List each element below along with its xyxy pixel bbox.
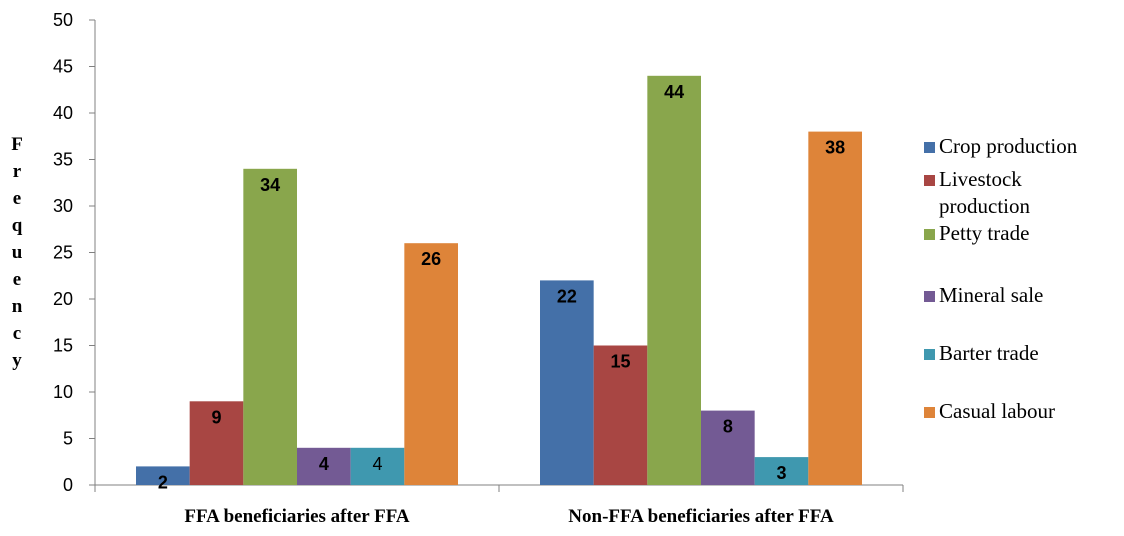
data-label: 26 [421, 249, 441, 269]
y-axis-label-letter: c [13, 323, 21, 344]
y-axis-label-letter: u [12, 242, 23, 263]
legend-label: Casual labour [939, 399, 1055, 423]
data-label: 3 [776, 463, 786, 483]
y-tick-label: 10 [53, 382, 73, 402]
bar [808, 131, 862, 485]
legend-label: Barter trade [939, 341, 1039, 365]
legend-swatch [924, 175, 935, 186]
legend-label: Petty trade [939, 221, 1029, 245]
y-tick-label: 5 [63, 429, 73, 449]
y-tick-label: 20 [53, 289, 73, 309]
legend-swatch [924, 291, 935, 302]
bars [136, 75, 862, 486]
legend-label: Mineral sale [939, 283, 1043, 307]
y-tick-label: 0 [63, 475, 73, 495]
legend-swatch [924, 407, 935, 418]
bar [647, 75, 701, 486]
y-axis-label-letter: q [12, 215, 23, 236]
y-axis-label-letter: e [13, 269, 21, 290]
legend-swatch [924, 229, 935, 240]
bar [136, 466, 190, 485]
bar [701, 410, 755, 485]
data-label: 2 [158, 472, 168, 492]
y-tick-label: 25 [53, 243, 73, 263]
axes: 0 5 10 15 20 25 30 35 40 45 50 FFA beneficiaries af… [53, 10, 904, 527]
x-category-label: FFA beneficiaries after FFA [184, 506, 410, 527]
bar [297, 447, 351, 485]
legend-label: Crop production [939, 134, 1078, 158]
bar [350, 447, 405, 485]
y-axis-label-letter: r [13, 161, 22, 182]
legend-label: Livestock production [939, 167, 1030, 218]
data-label: 8 [723, 417, 733, 437]
legend: Crop production Livestock production Petty … [924, 134, 1078, 423]
bar [593, 345, 648, 485]
bar [540, 280, 594, 485]
legend-swatch [924, 349, 935, 360]
data-label: 34 [260, 175, 280, 195]
data-label: 22 [557, 286, 577, 306]
bar [189, 401, 244, 485]
x-category-label: Non-FFA beneficiaries after FFA [568, 506, 834, 527]
legend-swatch [924, 142, 935, 153]
data-label: 38 [825, 138, 845, 158]
bar [243, 168, 297, 486]
y-tick-label: 30 [53, 196, 73, 216]
y-axis-label-letter: F [11, 134, 23, 155]
y-tick-label: 15 [53, 336, 73, 356]
y-tick-label: 45 [53, 57, 73, 77]
bar [754, 457, 809, 485]
y-axis-label-letter: y [12, 350, 22, 371]
y-tick-label: 40 [53, 103, 73, 123]
y-axis-label-letter: n [12, 296, 23, 317]
data-label: 44 [664, 82, 684, 102]
y-tick-label: 50 [53, 10, 73, 30]
data-label: 4 [372, 454, 382, 474]
data-label: 15 [610, 352, 630, 372]
data-label: 9 [211, 407, 221, 427]
y-tick-label: 35 [53, 150, 73, 170]
bar [404, 243, 458, 485]
y-axis-label-letter: e [13, 188, 21, 209]
data-label: 4 [319, 454, 329, 474]
